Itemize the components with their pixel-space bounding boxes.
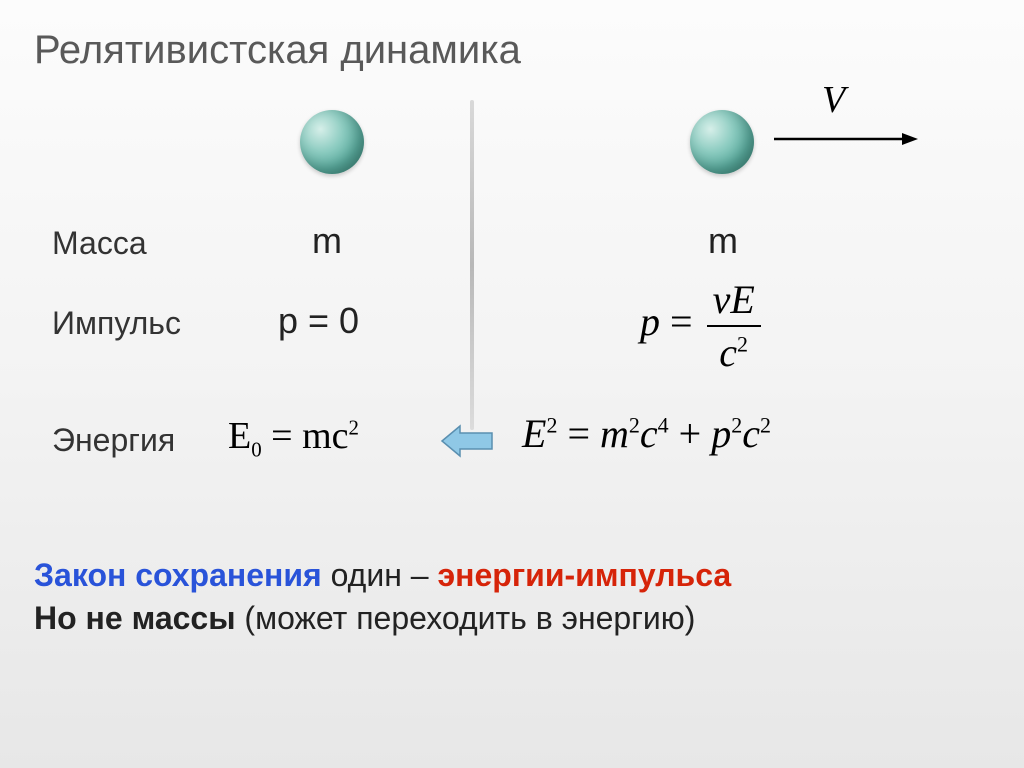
momentum-left-value: p = 0	[278, 300, 359, 342]
formula-c-exp: 2	[737, 332, 748, 357]
footer-law: Закон сохранения	[34, 557, 322, 593]
er-m2: 2	[629, 413, 640, 438]
mass-label: Масса	[52, 225, 147, 262]
er-c2e: 2	[760, 413, 771, 438]
mass-right-value: m	[708, 220, 738, 262]
velocity-arrow-icon	[770, 124, 920, 154]
moving-particle-sphere	[690, 110, 754, 174]
energy-label: Энергия	[52, 422, 175, 459]
footer-line-2: Но не массы (может переходить в энергию)	[34, 598, 695, 640]
formula-c: c	[719, 330, 737, 375]
er-eq: =	[557, 411, 600, 456]
formula-v: v	[713, 277, 731, 322]
er-p2: 2	[731, 413, 742, 438]
mass-left-value: m	[312, 220, 342, 262]
er-m: m	[600, 411, 629, 456]
column-divider	[470, 100, 474, 430]
momentum-right-formula: p = vE c2	[640, 276, 765, 376]
er-c1: c	[640, 411, 658, 456]
footer-one: один –	[322, 557, 438, 593]
slide-title: Релятивистская динамика	[34, 28, 521, 73]
fraction: vE c2	[707, 276, 761, 376]
rest-particle-sphere	[300, 110, 364, 174]
footer-but: Но не массы	[34, 600, 236, 636]
momentum-label: Импульс	[52, 305, 181, 342]
formula-E: E	[730, 277, 754, 322]
velocity-label: V	[822, 78, 845, 122]
energy-left-formula: E0 = mc2	[228, 414, 359, 463]
er-c2: c	[742, 411, 760, 456]
er-plus: +	[669, 411, 712, 456]
formula-eq: =	[660, 299, 703, 344]
footer-rest: (может переходить в энергию)	[236, 600, 696, 636]
formula-p: p	[640, 299, 660, 344]
er-c4: 4	[658, 413, 669, 438]
footer-ep: энергии-импульса	[437, 557, 731, 593]
block-arrow-left-icon	[440, 424, 494, 458]
er-p: p	[711, 411, 731, 456]
energy-eq: =	[262, 415, 302, 457]
er-E2: 2	[546, 413, 557, 438]
E-sub: 0	[251, 438, 261, 462]
energy-c-exp: 2	[349, 415, 359, 439]
er-E: E	[522, 411, 546, 456]
E-sym: E	[228, 415, 251, 457]
energy-m: m	[302, 415, 332, 457]
energy-c: c	[332, 415, 349, 457]
footer-line-1: Закон сохранения один – энергии-импульса	[34, 555, 731, 597]
energy-right-formula: E2 = m2c4 + p2c2	[522, 410, 771, 457]
